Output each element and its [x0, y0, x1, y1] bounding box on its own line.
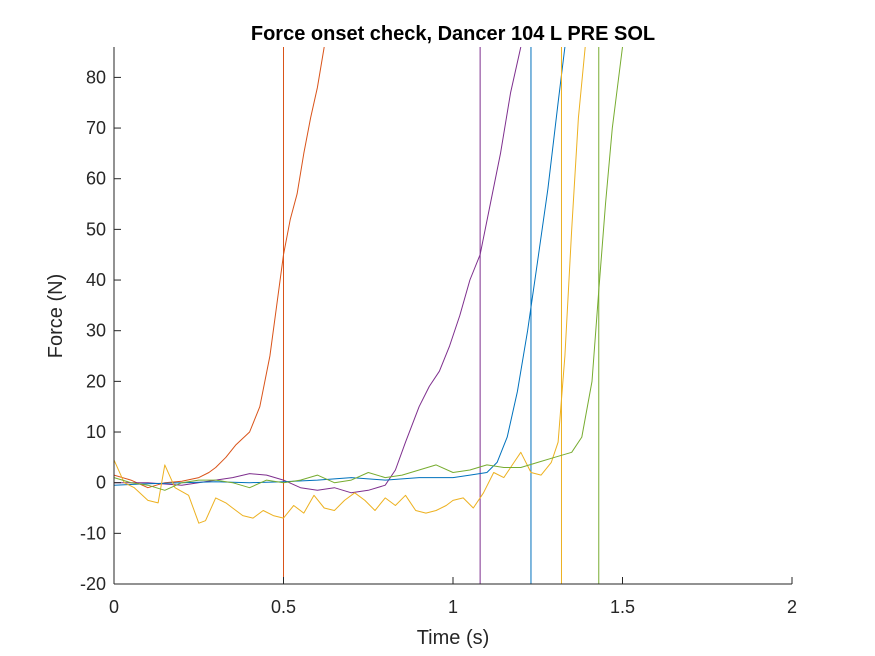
y-tick-label: 70 — [86, 118, 106, 138]
plot-area — [114, 47, 623, 584]
y-tick-label: 80 — [86, 67, 106, 87]
series-line-4 — [114, 47, 586, 524]
x-tick-label: 2 — [787, 597, 797, 617]
series-line-2 — [114, 47, 522, 494]
y-tick-label: 0 — [96, 473, 106, 493]
y-axis-label: Force (N) — [45, 274, 67, 358]
x-tick-label: 1 — [448, 597, 458, 617]
x-tick-label: 1.5 — [610, 597, 635, 617]
series-line-1 — [114, 47, 325, 489]
x-tick-label: 0 — [109, 597, 119, 617]
y-tick-label: 50 — [86, 219, 106, 239]
y-tick-label: -10 — [80, 523, 106, 543]
axes: 0 0.5 1 1.5 2 -20 -10 0 10 20 30 40 50 60 70 80 — [80, 47, 797, 617]
y-tick-label: -20 — [80, 574, 106, 594]
series-line-5 — [114, 47, 623, 491]
y-tick-label: 40 — [86, 270, 106, 290]
x-axis-label: Time (s) — [417, 627, 490, 649]
y-tick-label: 30 — [86, 321, 106, 341]
x-tick-label: 0.5 — [271, 597, 296, 617]
y-tick-label: 20 — [86, 371, 106, 391]
chart-title: Force onset check, Dancer 104 L PRE SOL — [251, 23, 655, 45]
y-tick-label: 10 — [86, 422, 106, 442]
y-tick-label: 60 — [86, 169, 106, 189]
